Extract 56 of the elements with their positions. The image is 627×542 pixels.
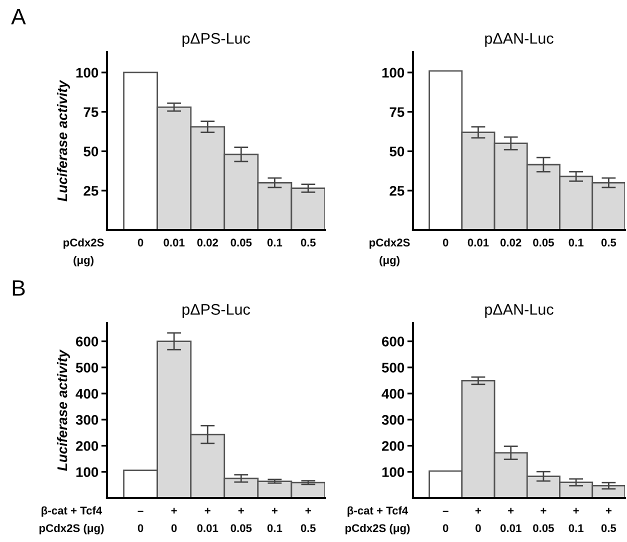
y-tick-label: 50 (390, 146, 404, 156)
x-tick-label: + 0.1 (568, 508, 584, 532)
x-axis-title: β-cat + Tcf4 pCdx2S (μg) (346, 506, 410, 534)
x-tick-label: 0.05 (230, 238, 252, 246)
x-tick-label: 0.1 (568, 238, 584, 246)
x-tick-label: 0.02 (197, 238, 218, 246)
y-tick-label: 500 (382, 362, 404, 373)
x-tick-label: – 0 (138, 510, 144, 532)
x-tick-label: + 0.5 (601, 508, 616, 532)
x-tick-label: 0.01 (164, 238, 185, 246)
y-tick-label: 25 (390, 186, 404, 196)
x-tick-label: + 0.05 (230, 508, 252, 532)
x-tick-label: 0 (442, 238, 448, 246)
x-tick-label: – 0 (442, 510, 448, 532)
x-tick-label: + 0.01 (500, 508, 522, 532)
x-tick-label: + 0.05 (533, 508, 554, 532)
x-tick-label: 0.1 (267, 238, 282, 246)
y-tick-label: 300 (382, 414, 404, 425)
y-tick-label: 50 (84, 146, 98, 156)
y-tick-label: 600 (382, 336, 404, 346)
y-tick-label: 25 (84, 186, 98, 196)
x-tick-label: + 0.1 (267, 508, 282, 532)
x-tick-label: 0.05 (533, 238, 554, 246)
chart-title: pΔAN-Luc (485, 304, 554, 318)
x-tick-label: 0.01 (468, 238, 489, 246)
y-tick-label: 400 (382, 388, 404, 399)
x-tick-label: + 0.01 (197, 508, 218, 532)
y-tick-label: 75 (84, 107, 98, 118)
x-tick-label: 0.02 (500, 238, 522, 246)
x-tick-label: 0 (138, 238, 144, 246)
y-tick-label: 600 (76, 336, 98, 346)
chart-title: pΔPS-Luc (182, 304, 250, 318)
x-tick-label: 0.5 (300, 238, 316, 246)
y-tick-label: 300 (76, 414, 98, 425)
text: A (11, 8, 26, 24)
x-tick-label: + 0.5 (300, 508, 316, 532)
text: B (12, 280, 25, 296)
y-tick-label: 100 (76, 68, 98, 78)
y-tick-label: 200 (76, 441, 98, 451)
y-tick-label: 100 (76, 467, 98, 478)
x-tick-label: 0.5 (601, 238, 616, 246)
chart-title: pΔPS-Luc (182, 33, 250, 47)
y-tick-label: 200 (382, 441, 404, 451)
x-axis-title: pCdx2S (μg) (64, 238, 104, 266)
y-tick-label: 500 (76, 362, 98, 373)
x-tick-label: + 0 (171, 508, 177, 532)
x-tick-label: + 0 (475, 508, 482, 532)
y-tick-label: 100 (382, 68, 404, 78)
y-tick-label: 100 (382, 467, 404, 478)
x-axis-title: β-cat + Tcf4 pCdx2S (μg) (40, 506, 104, 534)
x-axis-title: pCdx2S (μg) (370, 238, 410, 266)
y-tick-label: 75 (390, 107, 404, 118)
y-axis-title: Luciferase activity (56, 349, 70, 471)
y-tick-label: 400 (76, 388, 98, 399)
y-axis-title: Luciferase activity (56, 80, 70, 202)
chart-title: pΔAN-Luc (485, 33, 554, 47)
